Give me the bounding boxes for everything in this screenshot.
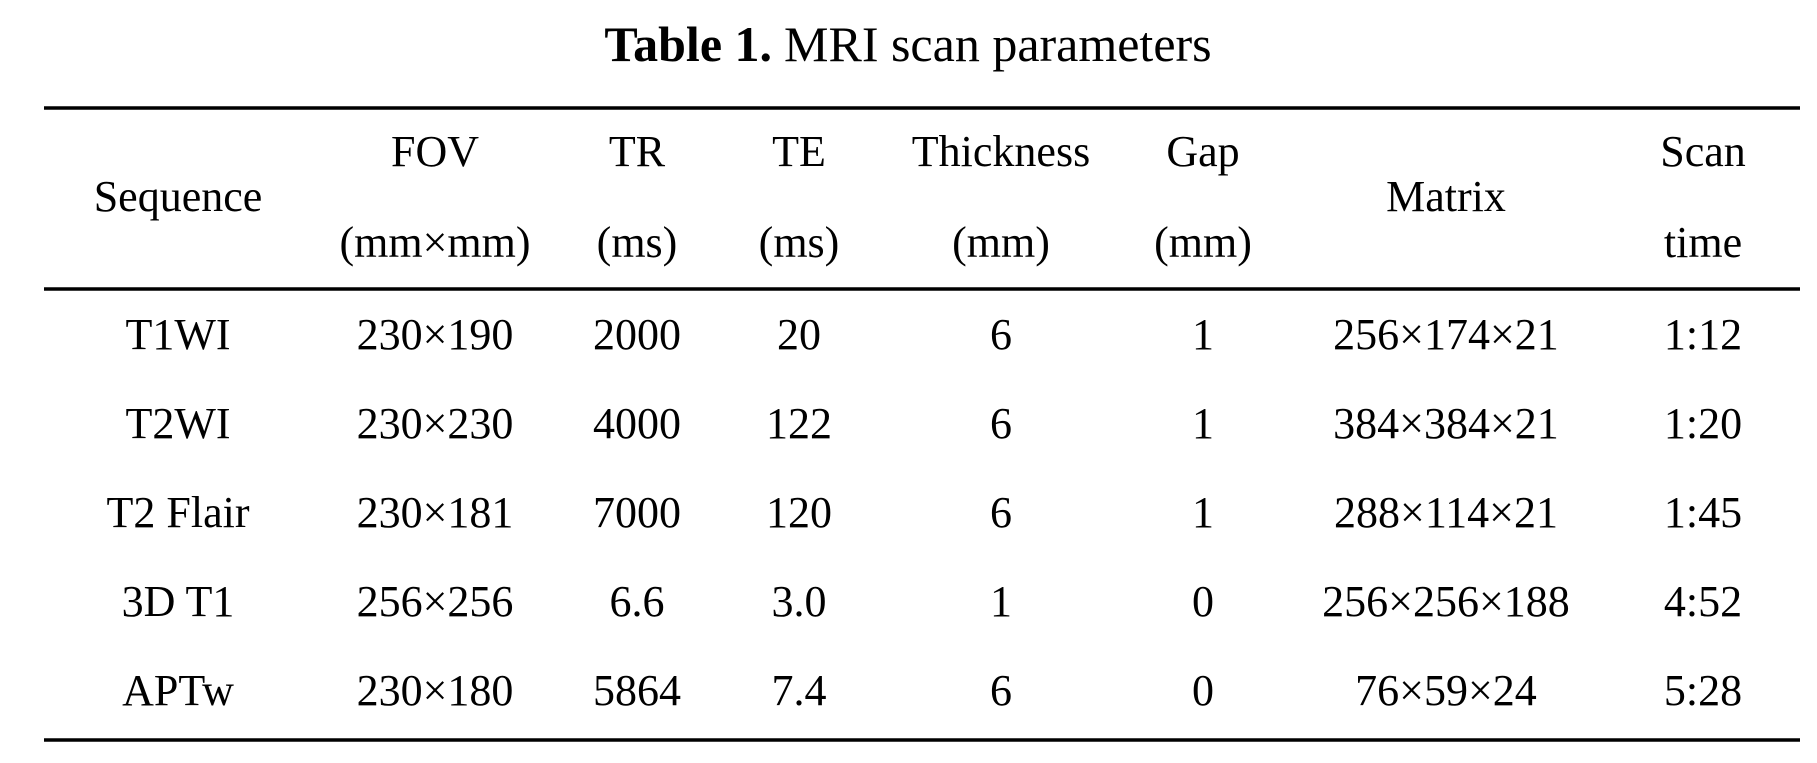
header-cell: Scan: [1660, 127, 1746, 176]
header-cell: TR: [609, 127, 666, 176]
table-cell: 230×180: [357, 666, 514, 715]
header-cell: time: [1664, 218, 1742, 267]
table-cell: 256×256×188: [1322, 577, 1570, 626]
header-cell: Thickness: [912, 127, 1090, 176]
header-cell: Sequence: [94, 172, 263, 221]
table-title: Table 1. MRI scan parameters: [604, 16, 1211, 72]
header-cell: (mm): [952, 218, 1050, 267]
header-cell: (ms): [597, 218, 678, 267]
table-cell: 288×114×21: [1334, 488, 1558, 537]
table-cell: 3D T1: [122, 577, 235, 626]
table-cell: 76×59×24: [1355, 666, 1537, 715]
table-cell: 6.6: [610, 577, 665, 626]
table-cell: 6: [990, 399, 1012, 448]
table-cell: 2000: [593, 310, 681, 359]
table-cell: T2 Flair: [107, 488, 250, 537]
table-cell: APTw: [122, 666, 234, 715]
header-cell: (ms): [759, 218, 840, 267]
table-cell: 4:52: [1664, 577, 1742, 626]
table-cell: 1:12: [1664, 310, 1742, 359]
table-cell: 1:45: [1664, 488, 1742, 537]
header-cell: FOV: [391, 127, 479, 176]
table-cell: 6: [990, 488, 1012, 537]
table-cell: 0: [1192, 577, 1214, 626]
table-caption: MRI scan parameters: [784, 16, 1212, 72]
header-cell: TE: [772, 127, 826, 176]
table-cell: 0: [1192, 666, 1214, 715]
table-cell: 7000: [593, 488, 681, 537]
table-cell: T1WI: [125, 310, 230, 359]
table-cell: 1:20: [1664, 399, 1742, 448]
table-cell: 1: [1192, 488, 1214, 537]
table-cell: 3.0: [772, 577, 827, 626]
header-cell: Matrix: [1386, 172, 1506, 221]
table-cell: 20: [777, 310, 821, 359]
table-cell: 122: [766, 399, 832, 448]
header-cell: Gap: [1166, 127, 1239, 176]
table-cell: 256×174×21: [1333, 310, 1559, 359]
header-cell: (mm×mm): [339, 218, 530, 267]
table-cell: 6: [990, 310, 1012, 359]
table-cell: 120: [766, 488, 832, 537]
table-cell: 1: [1192, 399, 1214, 448]
table-cell: 1: [990, 577, 1012, 626]
table-cell: 6: [990, 666, 1012, 715]
table-label: Table 1.: [604, 16, 772, 72]
header-cell: (mm): [1154, 218, 1252, 267]
table-cell: 230×230: [357, 399, 514, 448]
table-cell: 256×256: [357, 577, 514, 626]
table-cell: 5:28: [1664, 666, 1742, 715]
table-cell: 7.4: [772, 666, 827, 715]
table-cell: 4000: [593, 399, 681, 448]
table-cell: 230×190: [357, 310, 514, 359]
table-cell: T2WI: [125, 399, 230, 448]
table-cell: 384×384×21: [1333, 399, 1559, 448]
table-cell: 1: [1192, 310, 1214, 359]
table-cell: 230×181: [357, 488, 514, 537]
table-cell: 5864: [593, 666, 681, 715]
